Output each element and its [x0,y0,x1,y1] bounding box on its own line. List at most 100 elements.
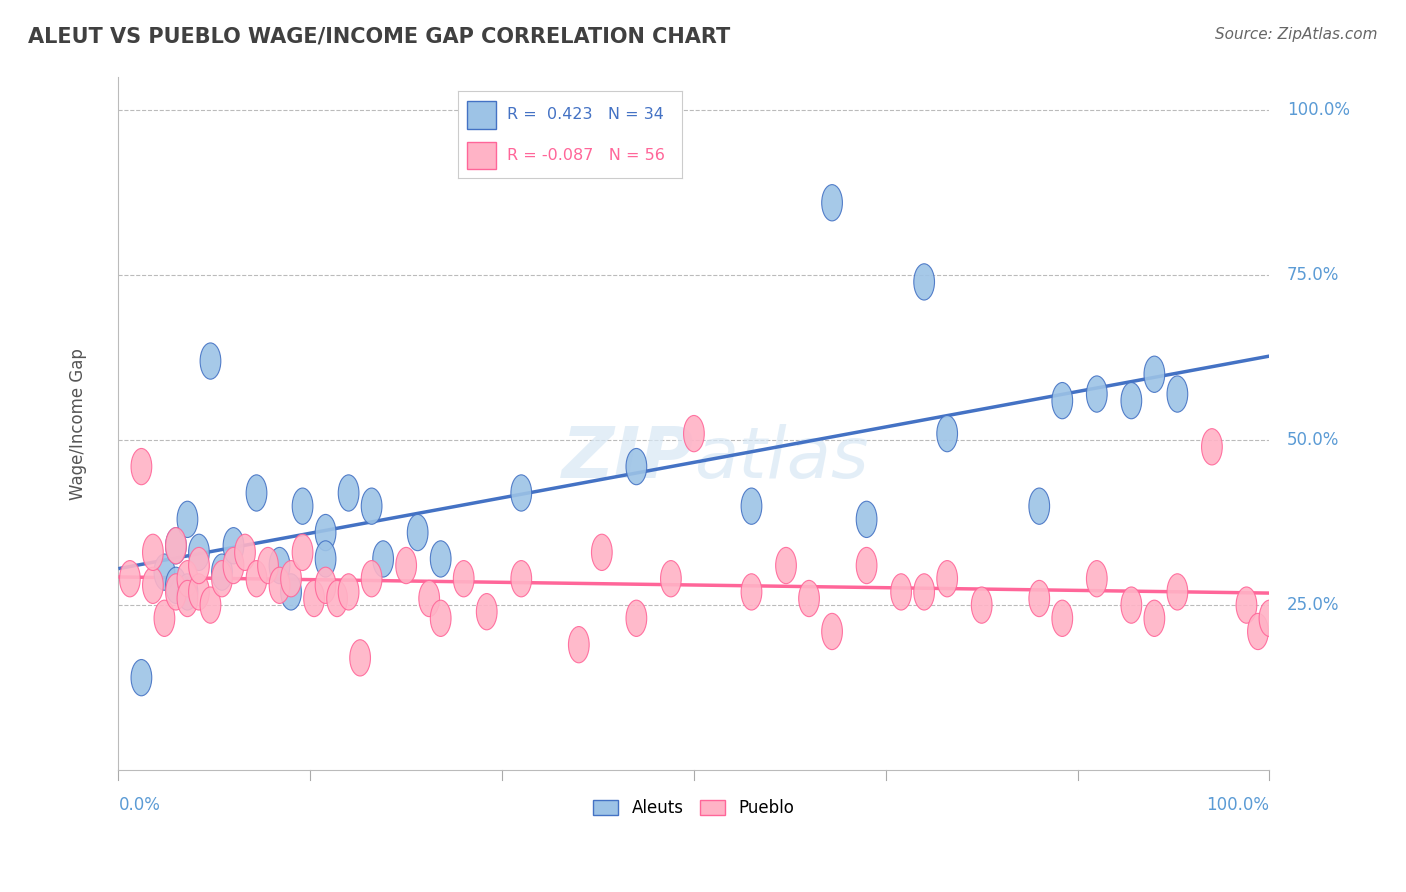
Ellipse shape [1260,600,1279,636]
Text: 50.0%: 50.0% [1286,431,1339,450]
Ellipse shape [821,185,842,221]
Ellipse shape [350,640,370,676]
Ellipse shape [972,587,993,624]
Ellipse shape [315,541,336,577]
Ellipse shape [155,554,174,591]
Ellipse shape [430,541,451,577]
Ellipse shape [292,534,314,571]
Ellipse shape [1087,376,1107,412]
Text: 25.0%: 25.0% [1286,596,1340,614]
Text: 100.0%: 100.0% [1286,102,1350,120]
Text: Source: ZipAtlas.com: Source: ZipAtlas.com [1215,27,1378,42]
Ellipse shape [246,475,267,511]
Ellipse shape [339,475,359,511]
Ellipse shape [131,449,152,484]
Ellipse shape [510,475,531,511]
Ellipse shape [212,560,232,597]
Text: 0.0%: 0.0% [118,797,160,814]
Ellipse shape [936,416,957,451]
Ellipse shape [592,534,612,571]
Ellipse shape [339,574,359,610]
Ellipse shape [224,527,243,564]
Ellipse shape [683,416,704,451]
Ellipse shape [212,554,232,591]
Ellipse shape [856,548,877,583]
Text: Wage/Income Gap: Wage/Income Gap [69,348,87,500]
Ellipse shape [177,581,198,616]
Text: ZIP: ZIP [561,424,695,493]
Ellipse shape [856,501,877,538]
Ellipse shape [269,548,290,583]
Ellipse shape [661,560,682,597]
Ellipse shape [188,534,209,571]
Ellipse shape [821,614,842,649]
Ellipse shape [188,574,209,610]
Ellipse shape [776,548,796,583]
Ellipse shape [1144,600,1164,636]
Ellipse shape [188,548,209,583]
Ellipse shape [1144,356,1164,392]
Ellipse shape [1247,614,1268,649]
Ellipse shape [246,560,267,597]
Ellipse shape [626,449,647,484]
Ellipse shape [166,527,186,564]
Text: atlas: atlas [695,424,869,493]
Text: ALEUT VS PUEBLO WAGE/INCOME GAP CORRELATION CHART: ALEUT VS PUEBLO WAGE/INCOME GAP CORRELAT… [28,27,730,46]
Ellipse shape [510,560,531,597]
Ellipse shape [568,626,589,663]
Ellipse shape [914,574,935,610]
Text: 100.0%: 100.0% [1206,797,1270,814]
Ellipse shape [166,527,186,564]
Ellipse shape [177,560,198,597]
Ellipse shape [315,567,336,604]
Ellipse shape [281,560,301,597]
Ellipse shape [177,574,198,610]
Ellipse shape [1167,376,1188,412]
Ellipse shape [891,574,911,610]
Ellipse shape [166,567,186,604]
Ellipse shape [292,488,314,524]
Ellipse shape [224,548,243,583]
Text: 75.0%: 75.0% [1286,267,1339,285]
Ellipse shape [200,343,221,379]
Ellipse shape [453,560,474,597]
Ellipse shape [166,574,186,610]
Ellipse shape [477,593,498,630]
Ellipse shape [326,581,347,616]
Ellipse shape [1121,383,1142,418]
Ellipse shape [131,659,152,696]
Ellipse shape [361,488,382,524]
Ellipse shape [1167,574,1188,610]
Legend: Aleuts, Pueblo: Aleuts, Pueblo [586,793,801,824]
Ellipse shape [626,600,647,636]
Ellipse shape [1029,581,1050,616]
Ellipse shape [281,574,301,610]
Ellipse shape [142,567,163,604]
Ellipse shape [315,515,336,550]
Ellipse shape [1052,383,1073,418]
Ellipse shape [396,548,416,583]
Ellipse shape [177,501,198,538]
Ellipse shape [373,541,394,577]
Ellipse shape [419,581,440,616]
Ellipse shape [1052,600,1073,636]
Ellipse shape [155,600,174,636]
Ellipse shape [799,581,820,616]
Ellipse shape [741,574,762,610]
Ellipse shape [1121,587,1142,624]
Ellipse shape [1236,587,1257,624]
Ellipse shape [200,587,221,624]
Ellipse shape [361,560,382,597]
Ellipse shape [120,560,141,597]
Ellipse shape [269,567,290,604]
Ellipse shape [235,534,256,571]
Ellipse shape [1087,560,1107,597]
Ellipse shape [936,560,957,597]
Ellipse shape [142,534,163,571]
Ellipse shape [430,600,451,636]
Ellipse shape [1029,488,1050,524]
Ellipse shape [408,515,427,550]
Ellipse shape [914,264,935,300]
Ellipse shape [304,581,325,616]
Ellipse shape [257,548,278,583]
